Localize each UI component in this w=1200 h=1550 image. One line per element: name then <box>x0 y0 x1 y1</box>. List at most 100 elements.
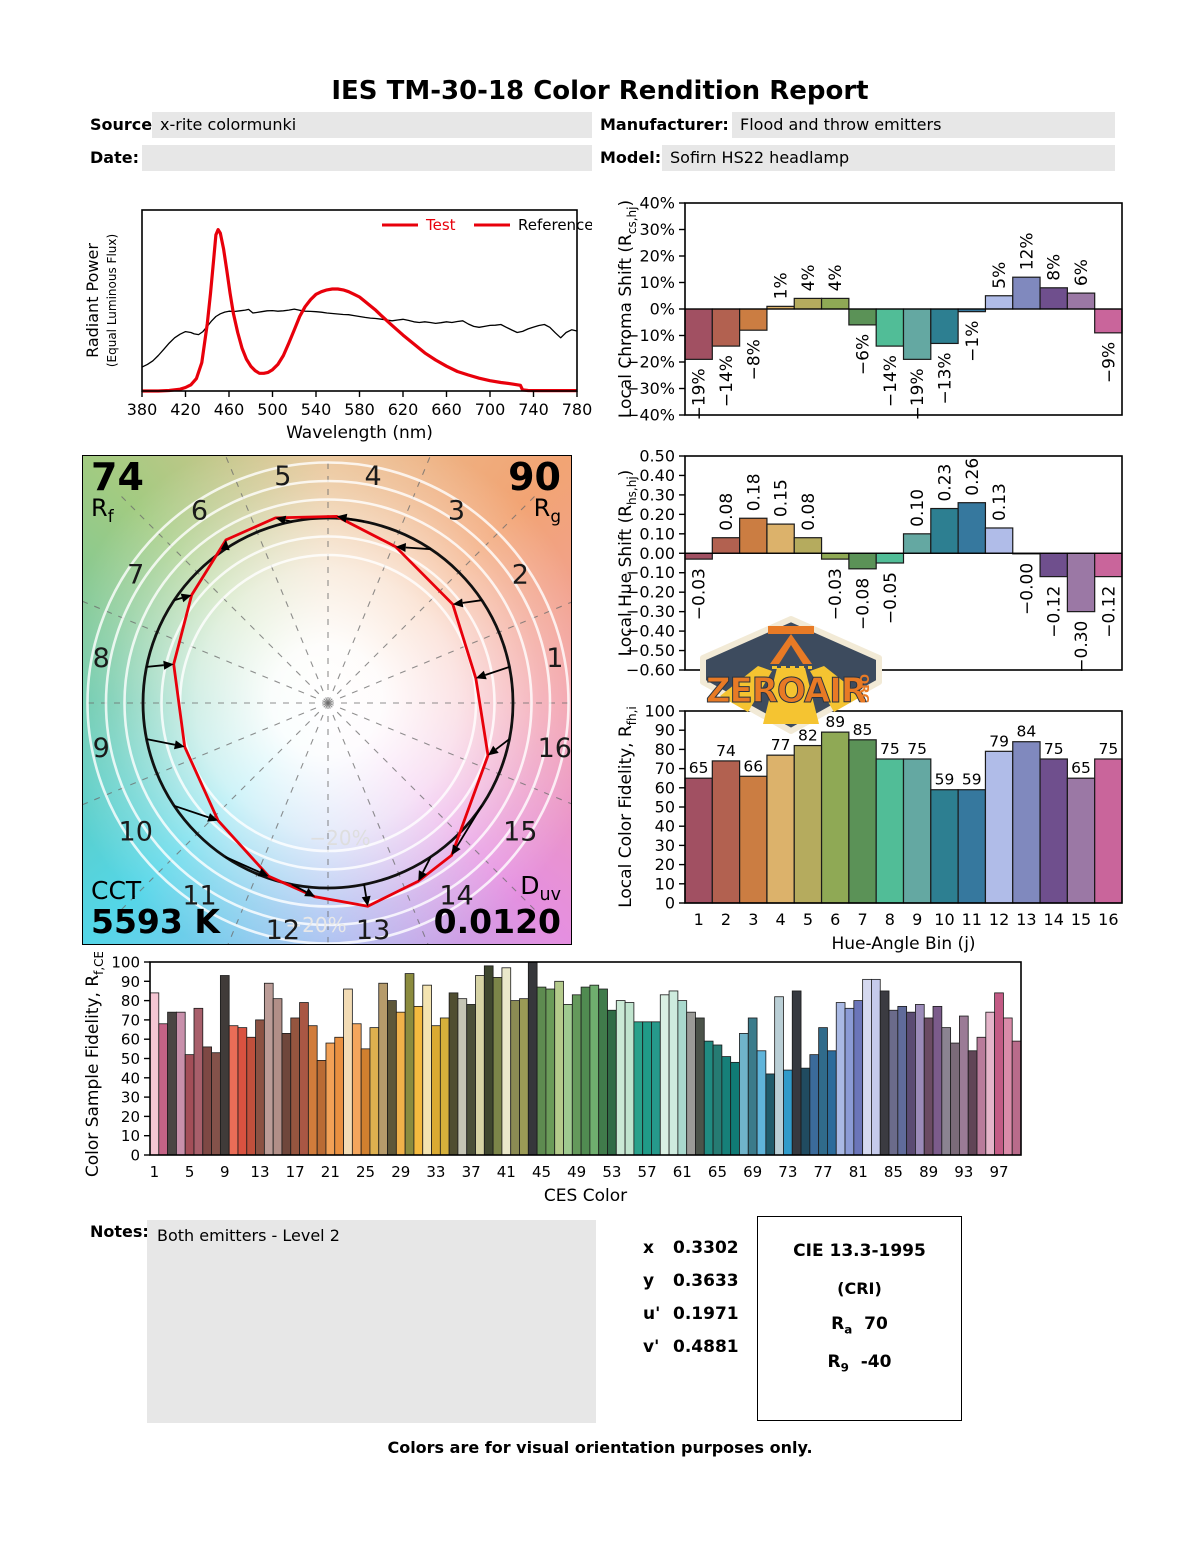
svg-text:75: 75 <box>880 740 900 758</box>
cct-label: CCT <box>91 876 142 906</box>
svg-text:Reference: Reference <box>518 216 592 234</box>
svg-text:81: 81 <box>849 1163 868 1181</box>
svg-text:+20%: +20% <box>285 913 346 937</box>
svg-text:−0.30: −0.30 <box>626 602 675 621</box>
svg-text:4: 4 <box>776 910 786 929</box>
svg-text:10: 10 <box>121 1127 140 1145</box>
svg-text:65: 65 <box>689 759 709 777</box>
svg-text:0.50: 0.50 <box>639 448 675 466</box>
svg-text:5: 5 <box>185 1163 195 1181</box>
svg-text:−0.05: −0.05 <box>881 572 901 624</box>
svg-text:74: 74 <box>716 742 736 760</box>
svg-text:420: 420 <box>170 400 201 419</box>
svg-text:77: 77 <box>771 736 791 754</box>
page-title: IES TM-30-18 Color Rendition Report <box>331 76 869 106</box>
svg-text:−14%: −14% <box>717 355 737 407</box>
svg-text:89: 89 <box>919 1163 938 1181</box>
svg-text:25: 25 <box>356 1163 375 1181</box>
date-value <box>142 145 592 171</box>
cct-readout: CCT 5593 K <box>91 876 220 940</box>
footer-disclaimer: Colors are for visual orientation purpos… <box>387 1438 813 1457</box>
svg-text:59: 59 <box>962 771 982 789</box>
svg-text:−10%: −10% <box>626 326 675 345</box>
svg-text:16: 16 <box>1098 910 1118 929</box>
svg-text:93: 93 <box>954 1163 973 1181</box>
local-chroma-shift-chart: −19% −14% −8% 1% 4% 4% −6% −14% −19% −13% −1% 5% 12%… <box>615 194 1155 439</box>
svg-text:40: 40 <box>121 1069 140 1087</box>
svg-text:−1%: −1% <box>963 321 983 362</box>
cri-ra-row: Ra 70 <box>831 1314 888 1337</box>
svg-text:30: 30 <box>655 836 675 855</box>
svg-text:5: 5 <box>274 461 291 492</box>
svg-text:9: 9 <box>912 910 922 929</box>
svg-text:65: 65 <box>708 1163 727 1181</box>
svg-text:−0.40: −0.40 <box>626 622 675 641</box>
svg-text:70: 70 <box>655 759 675 778</box>
svg-text:−0.03: −0.03 <box>690 568 710 620</box>
svg-text:4%: 4% <box>826 264 846 291</box>
svg-text:89: 89 <box>825 713 845 731</box>
svg-text:−0.30: −0.30 <box>1072 621 1092 673</box>
cri-box: CIE 13.3-1995 (CRI) Ra 70 R9 -40 <box>757 1216 962 1421</box>
duv-value: 0.0120 <box>433 902 561 942</box>
svg-text:0.20: 0.20 <box>639 505 675 524</box>
logo-ray-left <box>720 666 772 712</box>
cri-r9-row: R9 -40 <box>827 1352 892 1375</box>
svg-text:(Equal Luminous Flux): (Equal Luminous Flux) <box>105 234 119 367</box>
svg-text:0: 0 <box>665 894 675 913</box>
local-hue-shift-chart: −0.03 0.08 0.18 0.15 0.08 −0.03 −0.08 −0.05 0.10… <box>615 447 1155 688</box>
svg-text:20%: 20% <box>639 247 675 266</box>
rf-score: 74 Rf <box>91 458 144 525</box>
svg-text:6: 6 <box>830 910 840 929</box>
svg-text:57: 57 <box>638 1163 657 1181</box>
svg-text:97: 97 <box>989 1163 1008 1181</box>
svg-text:40%: 40% <box>639 195 675 213</box>
svg-text:−0.10: −0.10 <box>626 563 675 582</box>
svg-text:−14%: −14% <box>881 355 901 407</box>
svg-text:0.30: 0.30 <box>639 485 675 504</box>
svg-text:380: 380 <box>127 400 158 419</box>
svg-text:0.10: 0.10 <box>908 489 928 527</box>
svg-text:−0.20: −0.20 <box>626 583 675 602</box>
svg-text:85: 85 <box>884 1163 903 1181</box>
svg-text:−0.08: −0.08 <box>854 578 874 630</box>
svg-text:−19%: −19% <box>908 368 928 420</box>
svg-text:82: 82 <box>798 727 818 745</box>
rf-label: Rf <box>91 494 114 526</box>
manufacturer-label: Manufacturer: <box>600 115 729 134</box>
svg-text:−0.50: −0.50 <box>626 641 675 660</box>
chromaticity-x: x 0.3302 <box>643 1238 739 1258</box>
svg-text:49: 49 <box>567 1163 586 1181</box>
svg-text:37: 37 <box>462 1163 481 1181</box>
svg-text:−13%: −13% <box>935 352 955 404</box>
svg-text:66: 66 <box>743 757 763 775</box>
notes-box: Both emitters - Level 2 <box>147 1220 596 1423</box>
color-sample-fidelity-chart: 100 90 80 70 60 50 40 30 20 10 0 1 5 9 13 17 21 25 29 33 37 4… <box>82 940 1082 1218</box>
svg-text:30%: 30% <box>639 220 675 239</box>
svg-text:6%: 6% <box>1072 259 1092 286</box>
date-label: Date: <box>90 148 139 167</box>
svg-text:740: 740 <box>518 400 549 419</box>
svg-text:540: 540 <box>301 400 332 419</box>
svg-text:29: 29 <box>391 1163 410 1181</box>
svg-text:0.18: 0.18 <box>744 473 764 511</box>
svg-text:2: 2 <box>721 910 731 929</box>
svg-text:80: 80 <box>655 740 675 759</box>
svg-text:0%: 0% <box>650 300 675 319</box>
svg-text:17: 17 <box>286 1163 305 1181</box>
svg-text:70: 70 <box>121 1011 140 1029</box>
svg-text:−9%: −9% <box>1099 342 1119 383</box>
svg-text:0.10: 0.10 <box>639 524 675 543</box>
svg-text:Wavelength (nm): Wavelength (nm) <box>286 423 433 443</box>
svg-text:0: 0 <box>130 1147 140 1165</box>
svg-text:16: 16 <box>538 733 572 764</box>
duv-label: Duv <box>520 871 561 906</box>
svg-text:10: 10 <box>119 817 153 848</box>
svg-text:50: 50 <box>121 1050 140 1068</box>
svg-text:−8%: −8% <box>744 339 764 380</box>
logo-tld: ORG <box>857 674 871 703</box>
svg-text:Test: Test <box>425 216 456 234</box>
rg-value: 90 <box>508 455 561 499</box>
svg-text:12: 12 <box>266 915 300 945</box>
logo-lantern-icon <box>768 626 814 669</box>
